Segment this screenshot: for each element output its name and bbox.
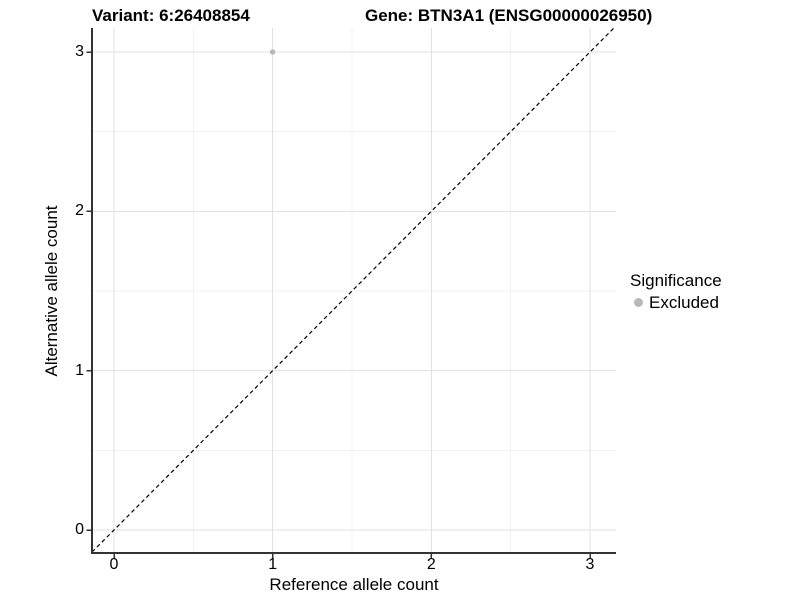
legend-title: Significance [630, 271, 722, 290]
legend-item-excluded: Excluded [630, 293, 722, 312]
excluded-point-icon [634, 298, 643, 307]
x-tick-label: 0 [109, 556, 119, 573]
x-axis-title: Reference allele count [269, 575, 439, 594]
x-tick-label: 3 [585, 556, 595, 573]
y-tick-label: 3 [75, 43, 84, 60]
y-tick-label: 0 [75, 521, 84, 538]
y-axis-title: Alternative allele count [42, 205, 61, 377]
plot-title-gene: Gene: BTN3A1 (ENSG00000026950) [365, 6, 653, 25]
data-point [269, 49, 276, 55]
y-tick-label: 1 [75, 361, 84, 379]
x-tick-label: 2 [426, 556, 436, 573]
plot-title-variant: Variant: 6:26408854 [92, 6, 250, 25]
y-tick-label: 2 [75, 202, 84, 220]
legend-item-label: Excluded [649, 293, 719, 312]
x-tick-label: 1 [268, 556, 278, 573]
legend: Significance Excluded [630, 271, 722, 312]
